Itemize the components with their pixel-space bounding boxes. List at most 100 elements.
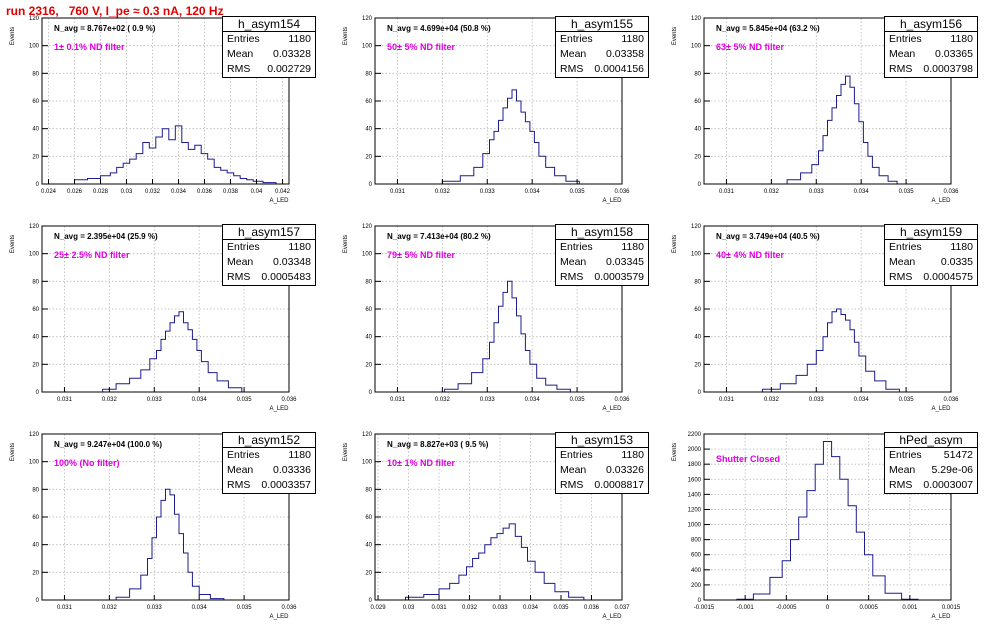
stats-key: Mean — [227, 256, 254, 268]
x-tick-label: 0 — [826, 605, 830, 611]
x-tick-label: 0.031 — [390, 189, 406, 195]
n-avg-label: N_avg = 8.767e+02 ( 0.9 %) — [54, 24, 156, 33]
histogram-plot: 0.031 0.032 0.033 0.034 0.035 0.036 0 20 40 60 80 1… — [672, 224, 959, 412]
y-tick-label: 60 — [365, 307, 372, 313]
stats-key: Mean — [560, 256, 587, 268]
stats-value: 1180 — [288, 449, 311, 461]
x-tick-label: 0.034 — [525, 189, 541, 195]
stats-row: Entries 1180 — [556, 240, 648, 255]
y-axis-label: Events — [343, 27, 349, 45]
stats-row: Mean 0.03365 — [885, 47, 977, 62]
x-tick-label: 0.036 — [584, 605, 600, 611]
y-tick-label: 20 — [694, 362, 701, 368]
stats-value: 0.0004156 — [594, 63, 644, 75]
x-tick-label: 0.036 — [197, 189, 213, 195]
x-tick-label: 0.024 — [41, 189, 57, 195]
histogram-pad: 0.031 0.032 0.033 0.034 0.035 0.036 0 20 40 60 80 1… — [4, 222, 334, 429]
y-tick-label: 1000 — [688, 523, 702, 529]
y-tick-label: 40 — [365, 543, 372, 549]
y-tick-label: 0 — [36, 182, 40, 188]
x-tick-label: 0.037 — [614, 605, 630, 611]
x-tick-label: 0.031 — [57, 397, 73, 403]
stats-row: Entries 1180 — [223, 32, 315, 47]
x-tick-label: 0.035 — [237, 605, 253, 611]
stats-key: Entries — [560, 33, 593, 45]
x-tick-label: 0.032 — [435, 189, 451, 195]
y-tick-label: 120 — [691, 224, 702, 230]
stats-row: Mean 0.03348 — [223, 255, 315, 270]
n-avg-label: N_avg = 9.247e+04 (100.0 %) — [54, 440, 163, 449]
x-tick-label: 0.033 — [809, 397, 825, 403]
x-axis-label: A_LED — [602, 198, 622, 204]
filter-label: 25± 2.5% ND filter — [54, 250, 130, 260]
x-axis-label: A_LED — [602, 406, 622, 412]
histogram-plot: 0.031 0.032 0.033 0.034 0.035 0.036 0 20 40 60 80 1… — [10, 432, 297, 620]
x-tick-label: 0.034 — [171, 189, 187, 195]
x-tick-label: 0.042 — [275, 189, 291, 195]
x-axis-label: A_LED — [602, 614, 622, 620]
x-tick-label: -0.0015 — [694, 605, 715, 611]
n-avg-label: N_avg = 3.749e+04 (40.5 %) — [716, 232, 820, 241]
y-tick-label: 40 — [365, 335, 372, 341]
stats-box: h_asym155 Entries 1180 Mean 0.03358 RMS 0.0004… — [555, 16, 649, 78]
n-avg-label: N_avg = 5.845e+04 (63.2 %) — [716, 24, 820, 33]
y-tick-label: 20 — [365, 570, 372, 576]
stats-key: Mean — [889, 48, 916, 60]
n-avg-label: N_avg = 8.827e+03 ( 9.5 %) — [387, 440, 489, 449]
stats-key: RMS — [227, 479, 251, 491]
stats-value: 1180 — [950, 33, 973, 45]
y-axis-label: Events — [10, 235, 16, 253]
x-tick-label: 0.031 — [719, 397, 735, 403]
stats-key: Entries — [560, 449, 593, 461]
y-tick-label: 120 — [362, 432, 373, 438]
histogram-bars — [74, 125, 277, 184]
filter-label: 1± 0.1% ND filter — [54, 42, 125, 52]
histogram-pad: 0.031 0.032 0.033 0.034 0.035 0.036 0 20 40 60 80 1… — [4, 430, 334, 637]
stats-value: 0.03326 — [606, 464, 644, 476]
y-tick-label: 60 — [32, 307, 39, 313]
stats-row: Entries 1180 — [223, 448, 315, 463]
x-axis-label: A_LED — [269, 198, 289, 204]
stats-key: RMS — [889, 271, 913, 283]
stats-title: h_asym153 — [556, 433, 648, 448]
stats-key: Mean — [227, 464, 254, 476]
x-tick-label: 0.036 — [943, 189, 959, 195]
stats-value: 0.03328 — [273, 48, 311, 60]
grid-lines — [704, 434, 951, 600]
y-tick-label: 80 — [32, 71, 39, 77]
stats-value: 1180 — [950, 241, 973, 253]
stats-value: 0.0003798 — [923, 63, 973, 75]
filter-label: 100% (No filter) — [54, 458, 120, 468]
y-tick-label: 200 — [691, 583, 702, 589]
stats-value: 51472 — [943, 449, 973, 461]
stats-title: h_asym156 — [885, 17, 977, 32]
stats-key: Mean — [889, 256, 916, 268]
x-tick-label: 0.035 — [570, 397, 586, 403]
y-tick-label: 100 — [29, 252, 40, 258]
y-tick-label: 60 — [32, 515, 39, 521]
stats-key: Entries — [889, 449, 922, 461]
histogram-bars — [761, 308, 900, 392]
y-tick-label: 0 — [698, 390, 702, 396]
stats-value: 1180 — [621, 241, 644, 253]
histogram-plot: 0.029 0.03 0.031 0.032 0.033 0.034 0.035 0.036 0… — [343, 432, 630, 620]
y-tick-label: 1200 — [688, 507, 702, 513]
stats-value: 0.03358 — [606, 48, 644, 60]
grid-lines — [375, 434, 622, 600]
stats-box: h_asym153 Entries 1180 Mean 0.03326 RMS 0.0008… — [555, 432, 649, 494]
stats-key: RMS — [560, 271, 584, 283]
stats-row: Mean 0.03328 — [223, 47, 315, 62]
y-tick-label: 0 — [698, 598, 702, 604]
n-avg-label: N_avg = 2.395e+04 (25.9 %) — [54, 232, 158, 241]
y-tick-label: 0 — [369, 182, 373, 188]
stats-key: RMS — [227, 271, 251, 283]
y-axis-label: Events — [343, 443, 349, 461]
y-tick-label: 1600 — [688, 477, 702, 483]
stats-row: RMS 0.0003579 — [556, 270, 648, 285]
histogram-bars — [444, 280, 571, 392]
y-tick-label: 100 — [29, 460, 40, 466]
x-tick-label: 0.036 — [281, 397, 297, 403]
y-tick-label: 100 — [29, 44, 40, 50]
x-tick-label: 0.032 — [764, 397, 780, 403]
stats-box: h_asym156 Entries 1180 Mean 0.03365 RMS 0.0003… — [884, 16, 978, 78]
